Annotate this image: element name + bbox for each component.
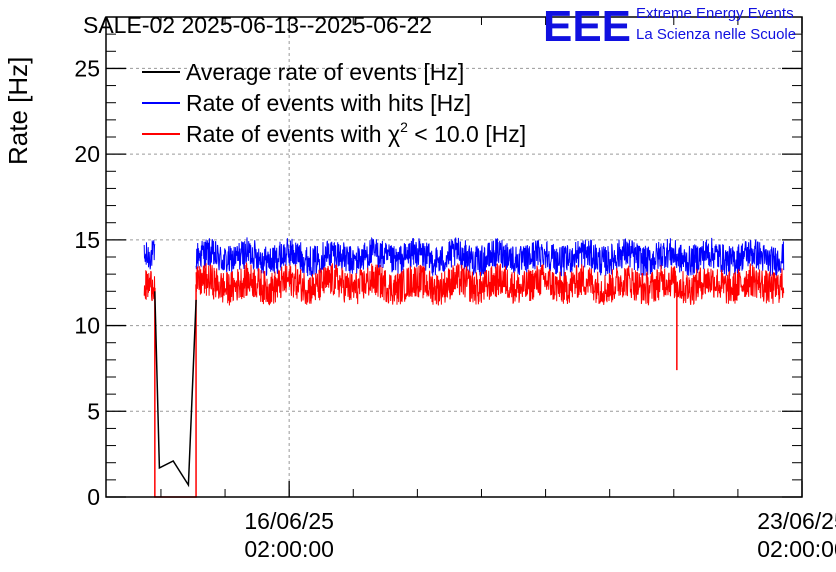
chart-title: SALE-02 2025-06-13--2025-06-22 xyxy=(83,12,432,38)
eee-logo: EEE Extreme Energy Events La Scienza nel… xyxy=(543,2,796,51)
series-line-average xyxy=(154,291,197,488)
legend-chi2-symbol: χ xyxy=(388,121,400,147)
y-tick-label: 10 xyxy=(74,313,100,339)
axis-ticks xyxy=(106,16,803,498)
y-tick-label: 25 xyxy=(74,55,100,81)
series-layer xyxy=(143,236,785,498)
series-line-chi2 xyxy=(195,261,785,306)
y-tick-label: 20 xyxy=(74,141,100,167)
y-axis-label: Rate [Hz] xyxy=(3,57,33,165)
y-tick-label: 0 xyxy=(87,484,100,510)
legend-label-average: Average rate of events [Hz] xyxy=(186,59,464,85)
y-tick-label: 5 xyxy=(87,398,100,424)
legend-label-hits: Rate of events with hits [Hz] xyxy=(186,90,471,116)
x-tick-label-time: 02:00:00 xyxy=(757,536,836,562)
x-tick-label-date: 23/06/25 xyxy=(757,508,836,534)
y-tick-label: 15 xyxy=(74,227,100,253)
legend: Average rate of events [Hz] Rate of even… xyxy=(142,59,526,147)
x-tick-label-time: 02:00:00 xyxy=(244,536,334,562)
logo-line2: La Scienza nelle Scuole xyxy=(636,26,796,43)
series-line-hits xyxy=(195,236,785,277)
legend-chi2-suffix: < 10.0 [Hz] xyxy=(408,121,526,147)
series-line-chi2 xyxy=(143,270,156,302)
legend-chi2-sup: 2 xyxy=(400,119,408,135)
logo-mark: EEE xyxy=(543,2,631,51)
legend-label-chi2: Rate of events with χ2 < 10.0 [Hz] xyxy=(186,119,526,147)
legend-chi2-prefix: Rate of events with xyxy=(186,121,388,147)
logo-line1: Extreme Energy Events xyxy=(636,5,794,22)
series-line-hits xyxy=(143,240,156,270)
x-tick-label-date: 16/06/25 xyxy=(244,508,334,534)
axis-labels: 051015202516/06/2502:00:0023/06/2502:00:… xyxy=(74,55,836,562)
